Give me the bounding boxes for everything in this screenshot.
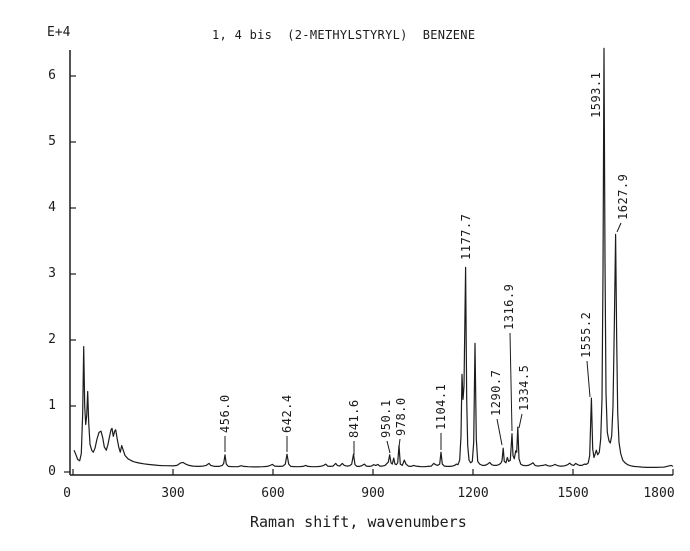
peak-leader-line [586,360,591,398]
x-axis-title: Raman shift, wavenumbers [250,513,467,531]
chart-title: 1, 4 bis (2-METHYLSTYRYL) BENZENE [212,28,476,42]
peak-leader-line [518,413,523,429]
peak-leader-line [496,418,503,446]
peak-leader-line [398,438,401,448]
y-tick-label: 4 [48,200,56,215]
x-tick-label: 600 [261,486,285,501]
peak-leader-line [509,332,513,432]
peak-label: 456.0 [218,394,232,433]
y-tick-label: 2 [48,332,56,347]
x-tick-label: 300 [161,486,185,501]
peak-label: 841.6 [346,399,361,438]
y-tick-label: 3 [48,266,56,281]
y-axis-scale-label: E+4 [47,25,71,40]
peak-label: 1627.9 [615,173,630,220]
x-tick-label: 0 [63,486,71,501]
x-tick-label: 1200 [457,486,489,501]
peak-label: 1593.1 [589,71,604,118]
peak-leader-line [386,440,391,454]
spectrum-trace [73,47,674,468]
peak-label: 950.1 [378,399,393,438]
peak-label: 1555.2 [579,311,594,358]
peak-label: 1316.9 [501,283,516,330]
x-tick-label: 1500 [557,486,589,501]
peak-label: 1334.5 [516,364,531,411]
peak-label: 642.4 [280,394,295,433]
peak-label: 1177.7 [458,213,473,260]
y-tick-label: 6 [48,68,56,83]
y-tick-label: 1 [48,398,56,413]
peak-leader-line [616,222,622,233]
y-tick-label: 0 [48,464,56,479]
y-tick-label: 5 [48,134,56,149]
peak-label: 1104.1 [434,383,449,430]
x-tick-label: 1800 [643,486,675,501]
peak-label: 1290.7 [489,369,504,416]
peak-label: 978.0 [394,397,408,436]
x-tick-label: 900 [361,486,385,501]
